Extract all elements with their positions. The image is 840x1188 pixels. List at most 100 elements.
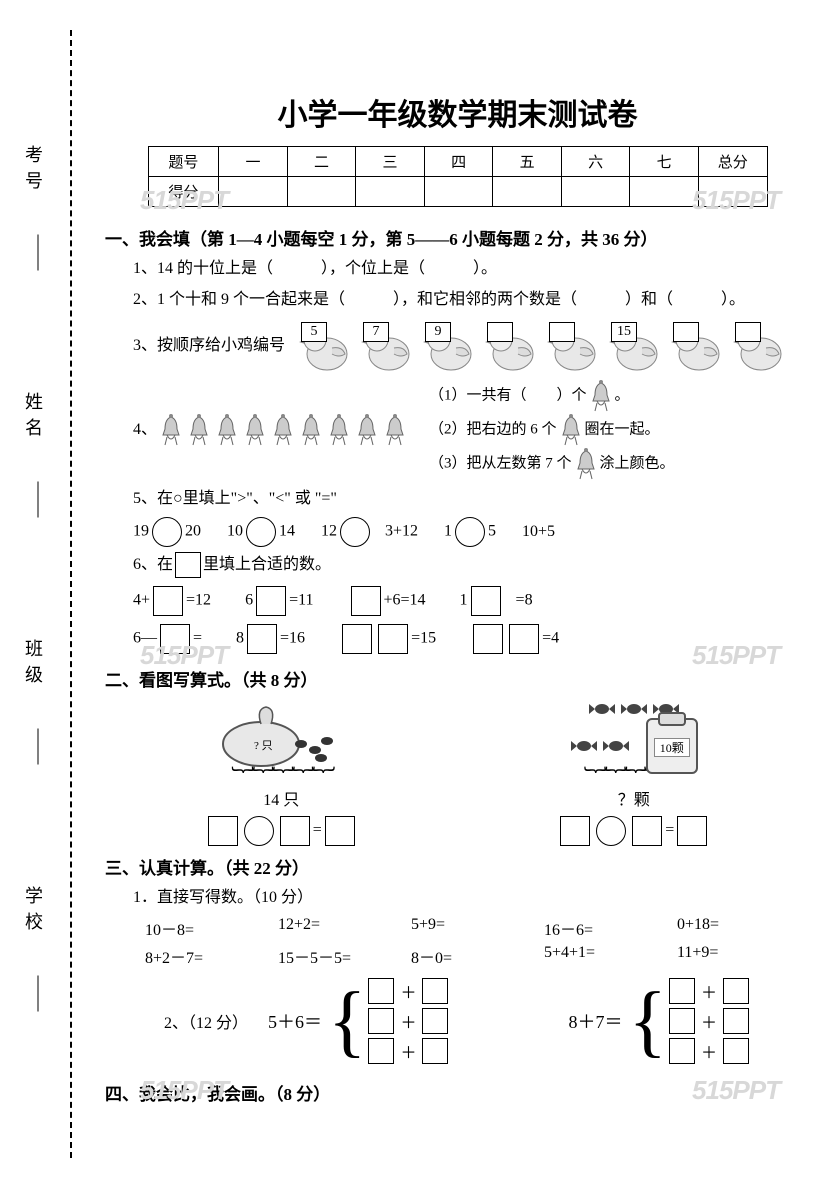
q5-label: 5、在○里填上">"、"<" 或 "=": [133, 486, 810, 512]
chick-number-box[interactable]: 15: [611, 322, 637, 342]
bell-icon: [557, 413, 585, 447]
q1: 1、14 的十位上是（ ），个位上是（ ）。: [133, 256, 810, 282]
chick-number-box[interactable]: 7: [363, 322, 389, 342]
bell-icon: [213, 413, 241, 447]
jar-icon: 10颗: [646, 718, 698, 774]
square-input[interactable]: [723, 1008, 749, 1034]
sidebar-labels: 考号 姓名 班级 学校: [20, 100, 56, 1088]
calc-grid: 10－8=12+2=5+9=16－6=0+18= 8+2－7=15－5－5=8－…: [145, 916, 810, 968]
q3-label: 3、按顺序给小鸡编号: [133, 333, 285, 359]
q4: 4、 （1）一共有（ ）个。 （2）把右边的 6 个圈在一起。 （3）把从左数第…: [133, 379, 810, 481]
decomp-left-eq: 5＋6＝: [268, 1008, 322, 1034]
square-input[interactable]: [368, 1038, 394, 1064]
square-input[interactable]: [669, 978, 695, 1004]
chick-icon: [669, 318, 725, 374]
square-input[interactable]: [378, 624, 408, 654]
square-input[interactable]: [677, 816, 707, 846]
th: 六: [561, 147, 630, 177]
square-input[interactable]: [153, 586, 183, 616]
sub2-label: 2、（12 分）: [164, 1009, 248, 1033]
section-1-title: 一、我会填（第 1—4 小题每空 1 分，第 5——6 小题每题 2 分，共 3…: [105, 225, 810, 250]
square-input[interactable]: [160, 624, 190, 654]
page-content: 小学一年级数学期末测试卷 题号 一 二 三 四 五 六 七 总分 得分 一、我会…: [95, 0, 840, 1131]
brace-icon: ︸︸︸︸︸: [205, 774, 358, 786]
chick-number-box[interactable]: 5: [301, 322, 327, 342]
bell-row: [157, 413, 409, 447]
square-input[interactable]: [247, 624, 277, 654]
square-input[interactable]: [256, 586, 286, 616]
square-input[interactable]: [342, 624, 372, 654]
th: 总分: [698, 147, 767, 177]
square-input[interactable]: [325, 816, 355, 846]
decomp-right-eq: 8＋7＝: [569, 1008, 623, 1034]
label-name: 姓名: [20, 392, 46, 444]
decomp-section: 2、（12 分） 5＋6＝ { ＋ ＋ ＋ 8＋7＝ { ＋ ＋ ＋: [105, 976, 810, 1066]
chick-number-box[interactable]: [673, 322, 699, 342]
square-input[interactable]: [471, 586, 501, 616]
square-input[interactable]: [473, 624, 503, 654]
square-input[interactable]: [368, 1008, 394, 1034]
square-input[interactable]: [368, 978, 394, 1004]
bell-icon: [381, 413, 409, 447]
candy-icon: [588, 700, 616, 718]
square-input[interactable]: [560, 816, 590, 846]
binding-line: [70, 30, 72, 1158]
q6-row2: 6—= 8=16 =15 =4: [133, 624, 810, 654]
bell-icon: [297, 413, 325, 447]
square-input[interactable]: [422, 978, 448, 1004]
square-input[interactable]: [422, 1008, 448, 1034]
section-3-title: 三、认真计算。（共 22 分）: [105, 854, 810, 879]
q5-row: 1920 1014 12 3+12 15 10+5: [133, 517, 810, 547]
chick-number-box[interactable]: [487, 322, 513, 342]
label-school: 学校: [20, 886, 46, 938]
square-input[interactable]: [632, 816, 662, 846]
circle-input[interactable]: [152, 517, 182, 547]
square-input[interactable]: [723, 978, 749, 1004]
circle-input[interactable]: [455, 517, 485, 547]
th: 题号: [148, 147, 219, 177]
square-input[interactable]: [509, 624, 539, 654]
table-row: 题号 一 二 三 四 五 六 七 总分: [148, 147, 767, 177]
section-4-title: 四、我会比，我会画。（8 分）: [105, 1080, 810, 1105]
chick-row: 5 7 9 15: [297, 318, 787, 374]
square-input[interactable]: [351, 586, 381, 616]
bell-icon: [157, 413, 185, 447]
left-count-label: 14 只: [205, 786, 358, 810]
chick-icon: [483, 318, 539, 374]
q2: 2、1 个十和 9 个一合起来是（ ），和它相邻的两个数是（ ）和（ ）。: [133, 287, 810, 313]
chick-number-box[interactable]: [735, 322, 761, 342]
right-count-label: ？颗: [557, 786, 710, 810]
square-input[interactable]: [723, 1038, 749, 1064]
circle-input[interactable]: [246, 517, 276, 547]
bell-icon: [325, 413, 353, 447]
circle-input[interactable]: [596, 816, 626, 846]
chick-icon: [731, 318, 787, 374]
chick-number-box[interactable]: [549, 322, 575, 342]
chick-icon: 5: [297, 318, 353, 374]
square-input[interactable]: [208, 816, 238, 846]
q4-r1: （1）一共有（ ）个。: [429, 379, 675, 413]
sub1-label: 1．直接写得数。（10 分）: [133, 885, 810, 911]
th: 四: [424, 147, 493, 177]
circle-input[interactable]: [340, 517, 370, 547]
td-label: 得分: [148, 177, 219, 207]
bell-icon: [587, 379, 615, 413]
section-2-body: ? 只 ︸︸︸︸︸ 14 只 = 10颗 ︸︸︸︸︸ ？颗 =: [105, 699, 810, 846]
square-input[interactable]: [669, 1008, 695, 1034]
th: 三: [356, 147, 425, 177]
candy-icon: [620, 700, 648, 718]
q3: 3、按顺序给小鸡编号 5 7 9 15: [133, 318, 810, 374]
bell-icon: [572, 447, 600, 481]
circle-input[interactable]: [244, 816, 274, 846]
q6-row1: 4+=12 6=11 +6=14 1 =8: [133, 586, 810, 616]
brace-icon: {: [328, 976, 366, 1066]
square-input[interactable]: [280, 816, 310, 846]
chick-icon: 15: [607, 318, 663, 374]
q4-label: 4、: [133, 417, 157, 443]
chick-number-box[interactable]: 9: [425, 322, 451, 342]
jar-figure: 10颗: [557, 699, 710, 773]
square-input[interactable]: [669, 1038, 695, 1064]
score-table: 题号 一 二 三 四 五 六 七 总分 得分: [148, 146, 768, 207]
candy-icon: [570, 737, 598, 755]
square-input[interactable]: [422, 1038, 448, 1064]
